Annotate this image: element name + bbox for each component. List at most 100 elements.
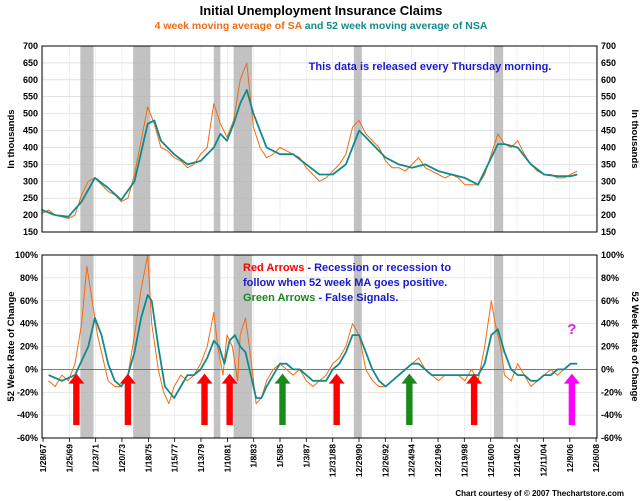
recession-band	[233, 255, 253, 438]
recession-band	[353, 46, 362, 232]
red-arrow	[196, 373, 213, 425]
y-tick-label: -20%	[17, 387, 38, 397]
x-tick-label: 1/3/87	[301, 444, 311, 468]
y-tick-label-right: -60%	[601, 433, 622, 443]
y-tick-label-right: 350	[601, 159, 616, 169]
legend-red-arrows-text-line2: follow when 52 week MA goes positive.	[243, 277, 447, 289]
x-tick-label: 12/6/08	[591, 444, 601, 473]
legend-green-arrows-label: Green Arrows	[243, 292, 315, 304]
y-tick-label: 350	[23, 159, 38, 169]
recession-band	[353, 255, 362, 438]
recession-band	[80, 255, 94, 438]
subtitle-nsa: 52 week moving average of NSA	[326, 20, 488, 32]
y-tick-label-right: 550	[601, 92, 616, 102]
x-tick-label: 12/11/04	[538, 444, 548, 477]
red-arrow	[328, 373, 345, 425]
y-tick-label: 600	[23, 75, 38, 85]
y-tick-label-right: 20%	[601, 342, 619, 352]
y-tick-label-right: 600	[601, 75, 616, 85]
y-tick-label: 500	[23, 109, 38, 119]
subtitle-sa: 4 week moving average of SA	[154, 20, 302, 32]
recession-band	[493, 255, 504, 438]
y-tick-label: 250	[23, 193, 38, 203]
y-tick-label-right: 250	[601, 193, 616, 203]
x-tick-label: 1/28/67	[38, 444, 48, 473]
red-arrow	[466, 373, 483, 425]
x-tick-label: 12/14/02	[512, 444, 522, 477]
y-axis-title-right: In thousands	[629, 109, 640, 168]
recession-band	[213, 255, 221, 438]
y-tick-label: 450	[23, 126, 38, 136]
y-tick-label: -60%	[17, 433, 38, 443]
series-line-average	[41, 89, 578, 218]
y-tick-label-right: 650	[601, 58, 616, 68]
x-tick-label: 12/9/06	[565, 444, 575, 473]
y-tick-label: -40%	[17, 410, 38, 420]
recession-band	[80, 46, 94, 232]
legend-red-arrows-label: Red Arrows	[243, 262, 304, 274]
y-tick-label: 550	[23, 92, 38, 102]
legend-green-arrows-text: - False Signals.	[315, 292, 398, 304]
green-arrow	[401, 373, 418, 425]
y-tick-label: 400	[23, 142, 38, 152]
x-tick-label: 1/23/71	[91, 444, 101, 473]
question-mark: ?	[567, 321, 576, 338]
y-tick-label-right: 200	[601, 210, 616, 220]
y-tick-label-right: -40%	[601, 410, 622, 420]
y-tick-label-right: -20%	[601, 387, 622, 397]
y-tick-label: 200	[23, 210, 38, 220]
x-tick-label: 1/8/83	[249, 444, 259, 468]
recession-band	[493, 46, 504, 232]
y-tick-label: 300	[23, 176, 38, 186]
legend-red-arrows-text: - Recession or recession to	[304, 262, 451, 274]
legend-red-arrows: Red Arrows - Recession or recession to	[243, 262, 451, 274]
x-tick-label: 1/5/85	[275, 444, 285, 468]
legend-green-arrows: Green Arrows - False Signals.	[243, 292, 398, 304]
panel-frame	[41, 45, 598, 233]
x-tick-label: 1/13/79	[196, 444, 206, 473]
copyright-note: Chart courtesy of © 2007 Thechartstore.c…	[455, 489, 624, 498]
x-tick-label: 1/18/75	[143, 444, 153, 473]
y-tick-label-right: 450	[601, 126, 616, 136]
chart-subtitle: 4 week moving average of SA and 52 week …	[0, 20, 642, 32]
x-tick-label: 12/19/98	[459, 444, 469, 477]
x-tick-label: 1/10/81	[222, 444, 232, 473]
y-tick-label: 650	[23, 58, 38, 68]
red-arrow	[119, 373, 136, 425]
x-tick-label: 12/29/90	[354, 444, 364, 477]
y-tick-label-right: 300	[601, 176, 616, 186]
y-tick-label: 60%	[20, 296, 38, 306]
chart-title: Initial Unemployment Insurance Claims	[199, 3, 443, 18]
x-tick-label: 12/31/88	[328, 444, 338, 477]
y-tick-label-right: 400	[601, 142, 616, 152]
y-tick-label: 80%	[20, 273, 38, 283]
y-tick-label-right: 80%	[601, 273, 619, 283]
y-tick-label-right: 150	[601, 227, 616, 237]
y-tick-label: 20%	[20, 342, 38, 352]
y-axis-title: In thousands	[6, 109, 17, 168]
y-tick-label-right: 0%	[601, 364, 614, 374]
y-tick-label: 150	[23, 227, 38, 237]
x-tick-label: 1/25/69	[64, 444, 74, 473]
panel-background	[42, 46, 597, 232]
red-arrow	[221, 373, 238, 425]
y-tick-label-right: 100%	[601, 250, 624, 260]
y-tick-label-right: 500	[601, 109, 616, 119]
series-line-average	[48, 294, 578, 399]
y-tick-label-right: 60%	[601, 296, 619, 306]
green-arrow	[274, 373, 291, 425]
x-tick-label: 12/16/00	[486, 444, 496, 477]
x-tick-label: 12/26/92	[380, 444, 390, 477]
y-tick-label: 100%	[15, 250, 38, 260]
y-axis-title-right: 52 Week Rate of Change	[629, 291, 640, 401]
x-tick-label: 1/20/73	[117, 444, 127, 473]
y-tick-label: 40%	[20, 319, 38, 329]
red-arrow	[68, 373, 85, 425]
y-tick-label-right: 700	[601, 41, 616, 51]
x-tick-label: 1/15/77	[170, 444, 180, 473]
x-tick-label: 12/21/96	[433, 444, 443, 477]
magenta-arrow	[563, 373, 580, 425]
y-tick-label: 700	[23, 41, 38, 51]
y-tick-label: 0%	[25, 364, 38, 374]
